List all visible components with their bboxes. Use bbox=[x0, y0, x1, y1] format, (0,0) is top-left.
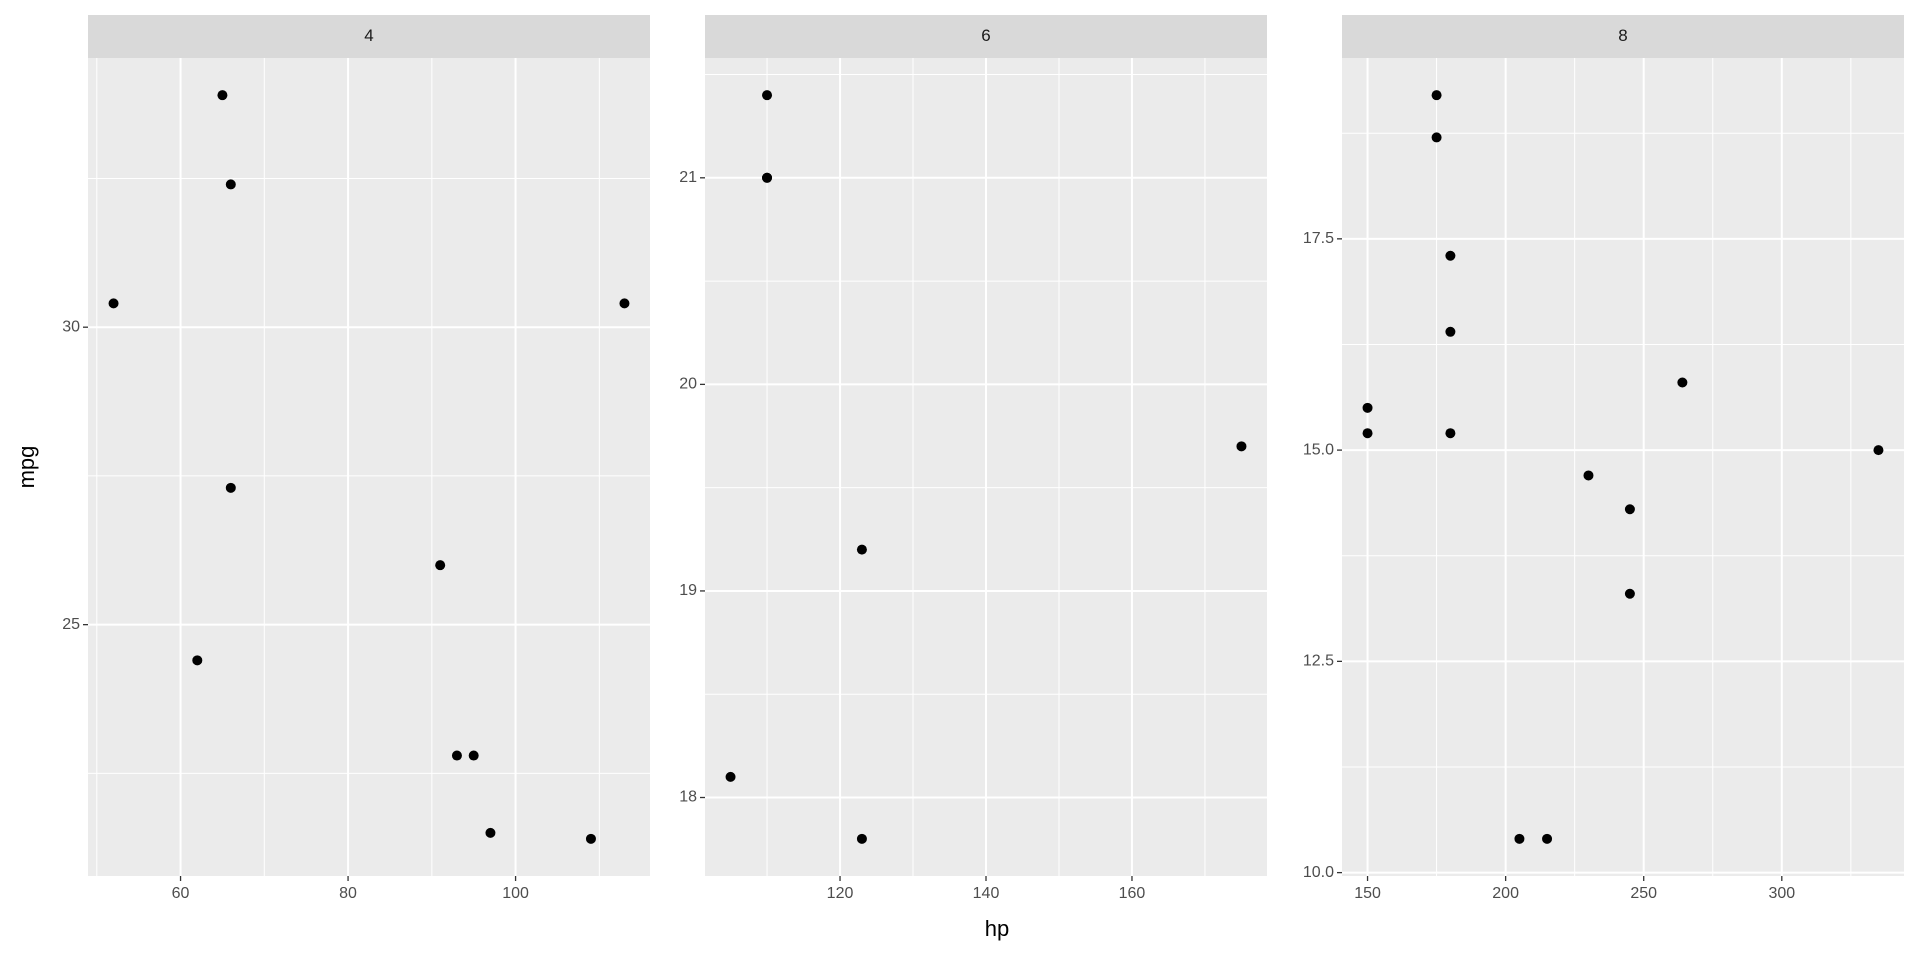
point bbox=[856, 833, 867, 844]
x-tick-label: 100 bbox=[502, 885, 529, 902]
strip-label: 4 bbox=[364, 26, 373, 45]
point bbox=[1236, 441, 1247, 452]
point bbox=[1445, 326, 1456, 337]
strip-background bbox=[1342, 15, 1904, 58]
y-tick-label: 30 bbox=[62, 318, 80, 335]
x-tick-label: 140 bbox=[973, 885, 1000, 902]
point bbox=[725, 771, 736, 782]
point bbox=[856, 544, 867, 555]
point bbox=[451, 750, 462, 761]
x-axis-title: hp bbox=[985, 916, 1009, 941]
y-tick-label: 18 bbox=[679, 789, 697, 806]
x-tick-label: 250 bbox=[1630, 885, 1657, 902]
point bbox=[1445, 428, 1456, 439]
point bbox=[1431, 90, 1442, 101]
x-tick-label: 120 bbox=[827, 885, 854, 902]
x-tick-label: 60 bbox=[172, 885, 190, 902]
y-tick-label: 25 bbox=[62, 616, 80, 633]
point bbox=[217, 90, 228, 101]
y-tick-label: 12.5 bbox=[1303, 653, 1334, 670]
point bbox=[485, 827, 496, 838]
point bbox=[762, 172, 773, 183]
point bbox=[1677, 377, 1688, 388]
point bbox=[1624, 588, 1635, 599]
panel-background bbox=[88, 58, 650, 876]
y-tick-label: 21 bbox=[679, 169, 697, 186]
point bbox=[435, 560, 446, 571]
point bbox=[1445, 250, 1456, 261]
point bbox=[1583, 470, 1594, 481]
y-tick-label: 19 bbox=[679, 582, 697, 599]
point bbox=[1431, 132, 1442, 143]
point bbox=[619, 298, 630, 309]
point bbox=[1873, 445, 1884, 456]
point bbox=[1624, 504, 1635, 515]
point bbox=[1362, 428, 1373, 439]
point bbox=[108, 298, 119, 309]
x-tick-label: 80 bbox=[339, 885, 357, 902]
x-tick-label: 300 bbox=[1768, 885, 1795, 902]
y-tick-label: 20 bbox=[679, 376, 697, 393]
point bbox=[468, 750, 479, 761]
point bbox=[225, 482, 236, 493]
point bbox=[192, 655, 203, 666]
point bbox=[1542, 833, 1553, 844]
point bbox=[1362, 402, 1373, 413]
x-tick-label: 200 bbox=[1492, 885, 1519, 902]
point bbox=[762, 90, 773, 101]
point bbox=[225, 179, 236, 190]
point bbox=[1514, 833, 1525, 844]
y-tick-label: 10.0 bbox=[1303, 864, 1334, 881]
y-tick-label: 17.5 bbox=[1303, 230, 1334, 247]
y-axis-title: mpg bbox=[14, 446, 39, 489]
x-tick-label: 150 bbox=[1354, 885, 1381, 902]
strip-label: 6 bbox=[981, 26, 990, 45]
strip-background bbox=[705, 15, 1267, 58]
x-tick-label: 160 bbox=[1119, 885, 1146, 902]
y-tick-label: 15.0 bbox=[1303, 441, 1334, 458]
strip-background bbox=[88, 15, 650, 58]
panel-background bbox=[1342, 58, 1904, 876]
point bbox=[585, 833, 596, 844]
strip-label: 8 bbox=[1618, 26, 1627, 45]
